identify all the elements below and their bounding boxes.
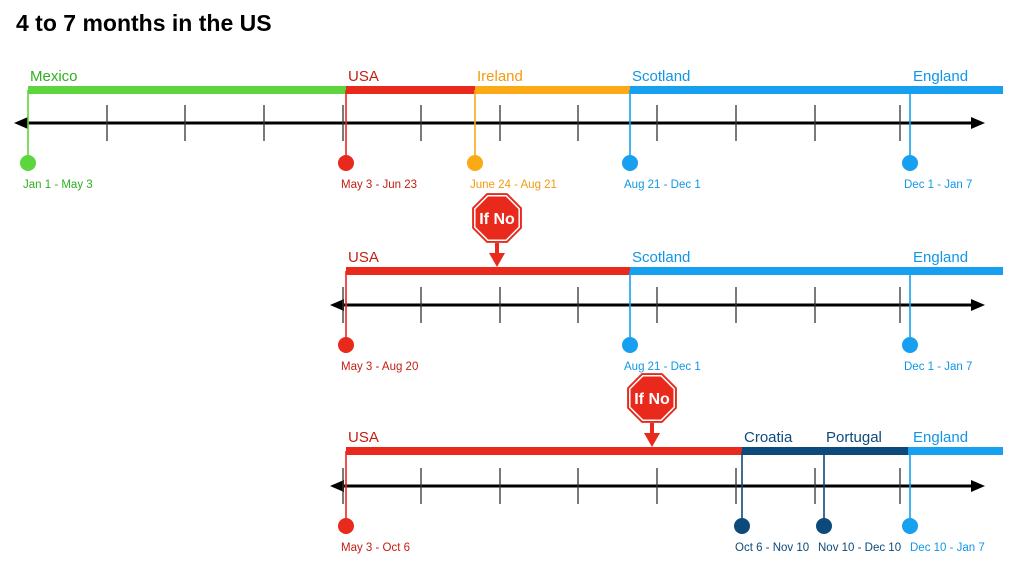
segment-name: England xyxy=(913,429,968,446)
segment-name: USA xyxy=(348,249,379,266)
timeline-1: Mexico Jan 1 - May 3 USA May 3 - Jun 23 Irel… xyxy=(14,68,1003,191)
segment-name: Mexico xyxy=(30,68,78,85)
segment-dates: Oct 6 - Nov 10 xyxy=(735,542,809,554)
segment-dates: May 3 - Jun 23 xyxy=(341,179,417,191)
stop-sign-label: If No xyxy=(479,211,515,228)
segment-dates: Dec 1 - Jan 7 xyxy=(904,361,972,373)
segment-name: Ireland xyxy=(477,68,523,85)
segment-name: England xyxy=(913,68,968,85)
marker-dot xyxy=(902,337,918,353)
marker-dot xyxy=(622,337,638,353)
marker-dot xyxy=(902,518,918,534)
segment-dates: Nov 10 - Dec 10 xyxy=(818,542,901,554)
segment-name: Portugal xyxy=(826,429,882,446)
segment-dates: Dec 1 - Jan 7 xyxy=(904,179,972,191)
segment-dates: Jan 1 - May 3 xyxy=(23,179,93,191)
marker-dot xyxy=(816,518,832,534)
arrow-right-icon xyxy=(971,480,985,492)
segment-name: USA xyxy=(348,429,379,446)
timeline-bar-segment xyxy=(908,447,1003,455)
arrow-left-icon xyxy=(330,480,344,492)
arrow-right-icon xyxy=(971,299,985,311)
timeline-bar-segment xyxy=(346,447,742,455)
arrow-down-icon xyxy=(650,423,654,435)
marker-dot xyxy=(338,337,354,353)
segment-dates: May 3 - Aug 20 xyxy=(341,361,418,373)
segment-dates: Aug 21 - Dec 1 xyxy=(624,179,701,191)
segment-dates: June 24 - Aug 21 xyxy=(470,179,557,191)
stop-sign-label: If No xyxy=(634,391,670,408)
marker-dot xyxy=(622,155,638,171)
arrow-left-icon xyxy=(330,299,344,311)
arrow-right-icon xyxy=(971,117,985,129)
marker-dot xyxy=(20,155,36,171)
timeline-bar-segment xyxy=(346,267,630,275)
segment-dates: Dec 10 - Jan 7 xyxy=(910,542,985,554)
marker-dot xyxy=(734,518,750,534)
page-title: 4 to 7 months in the US xyxy=(16,10,272,36)
marker-dot xyxy=(902,155,918,171)
marker-dot xyxy=(467,155,483,171)
segment-dates: Aug 21 - Dec 1 xyxy=(624,361,701,373)
arrow-down-icon xyxy=(495,243,499,255)
timeline-bar-segment xyxy=(475,86,630,94)
marker-dot xyxy=(338,518,354,534)
segment-name: Croatia xyxy=(744,429,793,446)
timeline-2: USA May 3 - Aug 20 Scotland Aug 21 - Dec 1 E… xyxy=(330,193,1003,373)
stop-sign-icon: If No xyxy=(472,193,522,243)
timeline-bar-segment xyxy=(630,267,1003,275)
arrow-left-icon xyxy=(14,117,28,129)
timeline-3: USA May 3 - Oct 6 Croatia Oct 6 - Nov 10 Por… xyxy=(330,373,1003,554)
segment-name: USA xyxy=(348,68,379,85)
segment-dates: May 3 - Oct 6 xyxy=(341,542,410,554)
timeline-bar-segment xyxy=(630,86,1003,94)
segment-name: England xyxy=(913,249,968,266)
timeline-bar-segment xyxy=(28,86,346,94)
marker-dot xyxy=(338,155,354,171)
stop-sign-icon: If No xyxy=(627,373,677,423)
timeline-bar-segment xyxy=(742,447,908,455)
timeline-bar-segment xyxy=(346,86,475,94)
segment-name: Scotland xyxy=(632,249,690,266)
segment-name: Scotland xyxy=(632,68,690,85)
